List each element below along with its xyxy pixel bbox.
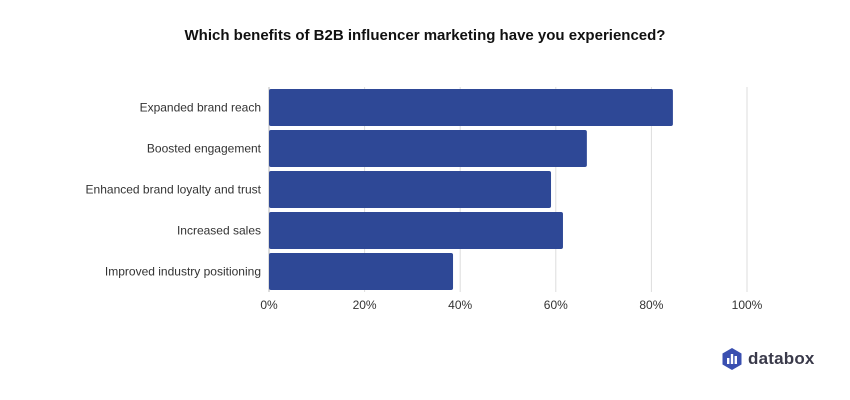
x-tick-label: 20% [353, 298, 377, 312]
bar [269, 253, 454, 290]
x-tick-label: 60% [544, 298, 568, 312]
category-label: Boosted engagement [147, 142, 262, 156]
category-labels: Expanded brand reach Boosted engagement En… [86, 101, 262, 279]
chart-title: Which benefits of B2B influencer marketi… [184, 27, 666, 44]
databox-logo-icon [722, 348, 742, 370]
brand-name: databox [748, 349, 815, 368]
x-tick-label: 40% [448, 298, 472, 312]
brand-logo: databox [722, 348, 815, 370]
category-label: Increased sales [177, 224, 261, 238]
bar [269, 130, 587, 167]
bar [269, 89, 673, 126]
x-axis-tick-labels: 0% 20% 40% 60% 80% 100% [260, 298, 762, 312]
bar [269, 171, 552, 208]
bar [269, 212, 563, 249]
category-label: Enhanced brand loyalty and trust [86, 183, 262, 197]
category-label: Improved industry positioning [105, 265, 261, 279]
bars [269, 89, 673, 290]
x-tick-label: 0% [260, 298, 278, 312]
x-tick-label: 100% [732, 298, 763, 312]
category-label: Expanded brand reach [140, 101, 261, 115]
x-tick-label: 80% [639, 298, 663, 312]
